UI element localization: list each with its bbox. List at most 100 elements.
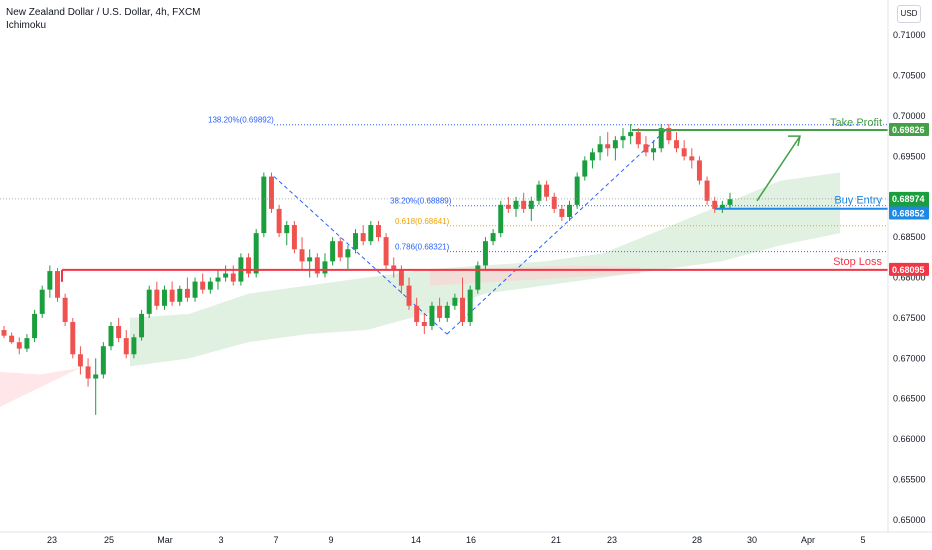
candle-body xyxy=(414,305,420,322)
take-profit-label: Take Profit xyxy=(830,117,882,129)
candle-body xyxy=(551,196,557,209)
candle-body xyxy=(177,288,183,302)
candle-body xyxy=(32,313,38,339)
candle-body xyxy=(628,132,634,137)
fib-label: 38.20%(0.68889) xyxy=(390,197,452,206)
candle-body xyxy=(460,297,466,322)
price-tick-label: 0.69500 xyxy=(893,151,926,161)
candle-body xyxy=(368,225,374,242)
candle-body xyxy=(77,354,83,367)
price-tick-label: 0.70000 xyxy=(893,111,926,121)
buy-entry-label: Buy Entry xyxy=(834,195,882,207)
candle-body xyxy=(544,184,550,197)
fib-label: 138.20%(0.69892) xyxy=(208,116,274,125)
candle-body xyxy=(162,289,167,306)
candle-body xyxy=(230,273,236,282)
candle-body xyxy=(314,257,320,274)
price-tick-label: 0.65000 xyxy=(893,515,926,525)
candle-body xyxy=(116,326,122,339)
candle-body xyxy=(727,199,733,205)
candle-body xyxy=(391,265,397,270)
time-tick-label: 3 xyxy=(218,535,223,545)
candle-body xyxy=(154,289,160,306)
currency-button[interactable]: USD xyxy=(897,5,921,23)
take-profit-price-box xyxy=(889,123,929,137)
buy-entry-price-value: 0.68852 xyxy=(892,209,925,219)
candle-body xyxy=(1,330,7,336)
candle-body xyxy=(200,281,206,290)
fib-leg-down xyxy=(273,176,448,335)
candle-body xyxy=(330,241,336,262)
candle-body xyxy=(55,271,60,298)
time-tick-label: Mar xyxy=(157,535,173,545)
fib-label: 0.786(0.68321) xyxy=(395,243,450,252)
candle-body xyxy=(528,200,534,209)
candle-body xyxy=(696,160,702,181)
stop-loss-label: Stop Loss xyxy=(833,256,882,268)
candle-body xyxy=(131,337,137,355)
candle-body xyxy=(521,200,527,209)
candle-body xyxy=(192,281,198,298)
candle-body xyxy=(299,249,305,262)
candle-body xyxy=(574,176,580,205)
candle-body xyxy=(620,136,626,141)
candle-body xyxy=(597,144,603,153)
candle-body xyxy=(322,261,328,274)
candle-body xyxy=(184,288,190,298)
stop-loss-price-box xyxy=(889,262,929,276)
candle-body xyxy=(307,257,313,262)
candle-body xyxy=(16,342,22,349)
candle-body xyxy=(39,289,45,314)
candle-body xyxy=(437,305,443,318)
candle-body xyxy=(345,249,351,258)
time-tick-label: 21 xyxy=(551,535,561,545)
fibonacci-drawings: 138.20%(0.69892) 38.20%(0.68889) 0.618(0.6… xyxy=(208,116,888,335)
candle-body xyxy=(93,374,99,379)
time-tick-label: 23 xyxy=(607,535,617,545)
candle-body xyxy=(24,338,30,349)
candle-body xyxy=(268,176,274,209)
candlestick-series xyxy=(1,124,733,415)
candle-body xyxy=(406,285,412,306)
candle-body xyxy=(284,225,290,234)
candle-body xyxy=(513,200,519,209)
candle-body xyxy=(452,297,458,306)
fib-leg-up xyxy=(446,127,669,335)
candle-body xyxy=(567,204,572,217)
candle-body xyxy=(490,233,496,242)
candle-body xyxy=(139,313,145,338)
price-tick-label: 0.67500 xyxy=(893,313,926,323)
candle-body xyxy=(475,265,481,290)
candle-body xyxy=(635,132,641,145)
candle-body xyxy=(612,140,618,149)
candle-body xyxy=(375,225,381,238)
chart-header: New Zealand Dollar / U.S. Dollar, 4h, FX… xyxy=(6,6,201,32)
candle-body xyxy=(712,200,718,209)
time-tick-label: 25 xyxy=(104,535,114,545)
candle-body xyxy=(605,144,611,149)
candle-body xyxy=(444,305,450,318)
time-tick-label: Apr xyxy=(801,535,815,545)
candle-body xyxy=(253,233,259,274)
candle-body xyxy=(643,144,649,153)
candle-body xyxy=(398,269,404,286)
candle-body xyxy=(674,140,679,149)
candle-body xyxy=(681,148,687,157)
candle-body xyxy=(353,233,359,250)
time-tick-label: 30 xyxy=(747,535,757,545)
time-tick-label: 9 xyxy=(328,535,333,545)
candle-body xyxy=(291,225,297,250)
candle-body xyxy=(169,289,175,302)
candle-body xyxy=(498,204,504,234)
target-arrow-line xyxy=(756,135,801,202)
candle-body xyxy=(246,257,252,274)
candle-body xyxy=(467,289,473,322)
candle-body xyxy=(651,148,657,153)
price-tick-label: 0.67000 xyxy=(893,353,926,363)
candle-body xyxy=(47,271,53,290)
candle-body xyxy=(276,208,282,234)
candle-body xyxy=(337,241,343,258)
cloud-red-area xyxy=(0,368,80,407)
